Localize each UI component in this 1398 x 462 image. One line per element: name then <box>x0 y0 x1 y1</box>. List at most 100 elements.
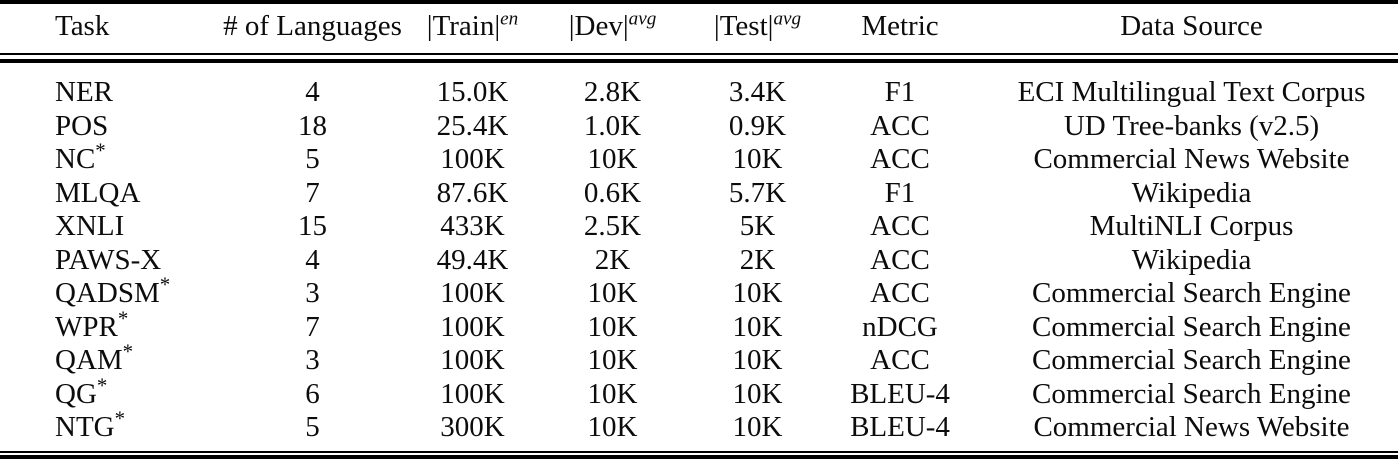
cell-task: NER <box>0 76 205 110</box>
rule-spacer-row <box>0 53 1398 76</box>
cell-task: PAWS-X <box>0 244 205 278</box>
table-row: NTG* 5 300K 10K 10K BLEU-4 Commercial Ne… <box>0 408 1398 445</box>
cell-train: 100K <box>440 377 505 410</box>
task-name: QADSM <box>55 277 160 310</box>
task-name: POS <box>55 109 109 142</box>
task-asterisk: * <box>159 272 171 297</box>
table-header: Task # of Languages |Train|en |Dev|avg |… <box>0 0 1398 53</box>
cell-dev: 10K <box>587 344 638 377</box>
cell-metric: ACC <box>870 277 930 310</box>
cell-metric: ACC <box>870 210 930 243</box>
task-asterisk: * <box>114 406 126 431</box>
cell-source: UD Tree-banks (v2.5) <box>1063 109 1320 142</box>
cell-metric: F1 <box>884 76 916 109</box>
cell-languages: 4 <box>305 76 320 109</box>
table-row: MLQA 7 87.6K 0.6K 5.7K F1 Wikipedia <box>0 177 1398 211</box>
task-asterisk: * <box>117 306 129 331</box>
cell-train: 15.0K <box>436 76 509 109</box>
cell-task: MLQA <box>0 177 205 211</box>
cell-languages: 7 <box>305 176 320 209</box>
cell-task: NC* <box>0 140 205 177</box>
cell-task: XNLI <box>0 210 205 244</box>
cell-languages: 3 <box>305 277 320 310</box>
task-name: MLQA <box>55 176 141 209</box>
cell-languages: 4 <box>305 243 320 276</box>
cell-task: WPR* <box>0 308 205 345</box>
cell-train: 433K <box>440 210 505 243</box>
cell-languages: 5 <box>305 143 320 176</box>
table-row: QG* 6 100K 10K 10K BLEU-4 Commercial Sea… <box>0 375 1398 412</box>
task-asterisk: * <box>96 373 108 398</box>
cell-task: QG* <box>0 375 205 412</box>
table-body: NER 4 15.0K 2.8K 3.4K F1 ECI Multilingua… <box>0 53 1398 445</box>
cell-source: Wikipedia <box>1131 243 1252 276</box>
cell-metric: ACC <box>870 243 930 276</box>
header-languages: # of Languages <box>205 0 420 53</box>
header-task: Task <box>0 0 205 53</box>
header-test: |Test|avg <box>700 0 815 53</box>
cell-train: 49.4K <box>436 243 509 276</box>
header-train-label: |Train| <box>426 10 501 42</box>
cell-test: 10K <box>732 277 783 310</box>
table-bottom-thick-rule <box>0 455 1398 459</box>
cell-source: Commercial Search Engine <box>1032 310 1351 343</box>
cell-source: Commercial Search Engine <box>1032 344 1351 377</box>
cell-metric: F1 <box>884 176 916 209</box>
cell-test: 0.9K <box>728 109 787 142</box>
table-row: NER 4 15.0K 2.8K 3.4K F1 ECI Multilingua… <box>0 76 1398 110</box>
cell-test: 10K <box>732 377 783 410</box>
task-name: NTG <box>55 411 115 444</box>
table-row: WPR* 7 100K 10K 10K nDCG Commercial Sear… <box>0 308 1398 345</box>
cell-train: 100K <box>440 310 505 343</box>
cell-task: QADSM* <box>0 274 205 311</box>
task-name: XNLI <box>55 210 125 243</box>
header-train: |Train|en <box>420 0 525 53</box>
cell-metric: BLEU-4 <box>850 411 950 444</box>
cell-test: 3.4K <box>728 76 787 109</box>
task-asterisk: * <box>122 339 134 364</box>
cell-source: Commercial News Website <box>1033 411 1350 444</box>
header-separator-thin-rule <box>0 53 1398 55</box>
cell-dev: 10K <box>587 411 638 444</box>
cell-source: Commercial Search Engine <box>1032 277 1351 310</box>
cell-source: Commercial Search Engine <box>1032 377 1351 410</box>
cell-metric: BLEU-4 <box>850 377 950 410</box>
header-task-label: Task <box>55 10 110 42</box>
cell-test: 10K <box>732 344 783 377</box>
cell-train: 100K <box>440 344 505 377</box>
cell-source: MultiNLI Corpus <box>1089 210 1294 243</box>
cell-dev: 10K <box>587 377 638 410</box>
header-test-label: |Test| <box>713 10 774 42</box>
cell-languages: 6 <box>305 377 320 410</box>
cell-dev: 2K <box>594 243 631 276</box>
header-dev-superscript: avg <box>628 8 657 30</box>
cell-test: 10K <box>732 143 783 176</box>
header-separator-thick-rule <box>0 59 1398 63</box>
header-dev-label: |Dev| <box>568 10 629 42</box>
table-row: XNLI 15 433K 2.5K 5K ACC MultiNLI Corpus <box>0 210 1398 244</box>
cell-source: ECI Multilingual Text Corpus <box>1017 76 1366 109</box>
header-train-superscript: en <box>500 8 519 30</box>
cell-train: 25.4K <box>436 109 509 142</box>
task-name: NC <box>55 143 96 176</box>
header-dev: |Dev|avg <box>525 0 700 53</box>
cell-dev: 2.5K <box>583 210 642 243</box>
task-name: WPR <box>55 310 118 343</box>
cell-test: 5K <box>739 210 776 243</box>
cell-metric: ACC <box>870 344 930 377</box>
cell-train: 100K <box>440 143 505 176</box>
cell-languages: 5 <box>305 411 320 444</box>
header-languages-label: # of Languages <box>223 10 402 42</box>
table-row: PAWS-X 4 49.4K 2K 2K ACC Wikipedia <box>0 244 1398 278</box>
cell-source: Commercial News Website <box>1033 143 1350 176</box>
cell-dev: 10K <box>587 143 638 176</box>
cell-dev: 10K <box>587 277 638 310</box>
cell-task: QAM* <box>0 341 205 378</box>
cell-languages: 15 <box>298 210 327 243</box>
header-row: Task # of Languages |Train|en |Dev|avg |… <box>0 0 1398 53</box>
cell-task: POS <box>0 110 205 144</box>
cell-dev: 2.8K <box>583 76 642 109</box>
cell-source: Wikipedia <box>1131 176 1252 209</box>
header-test-superscript: avg <box>773 8 802 30</box>
